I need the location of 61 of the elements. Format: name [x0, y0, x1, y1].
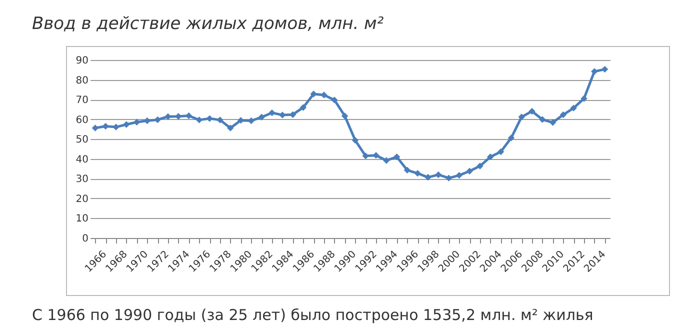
point: [164, 113, 172, 120]
point: [591, 68, 598, 75]
y-tick-label: 70: [76, 95, 88, 106]
point: [508, 134, 515, 142]
point: [216, 116, 224, 124]
point: [133, 118, 140, 126]
point: [237, 116, 244, 124]
point: [258, 114, 265, 121]
point: [102, 122, 109, 130]
point: [466, 168, 473, 175]
point: [185, 112, 192, 120]
point: [300, 104, 307, 111]
point: [580, 95, 588, 102]
point: [601, 66, 608, 73]
chart-title: Ввод в действие жилых домов, млн. м²: [32, 14, 384, 34]
point: [206, 115, 213, 122]
point: [92, 124, 99, 132]
point: [175, 113, 182, 120]
point: [112, 124, 120, 130]
point: [435, 171, 442, 178]
point: [560, 111, 567, 118]
point: [310, 90, 317, 98]
y-tick-label: 30: [76, 174, 88, 186]
point: [227, 124, 234, 132]
y-tick-label: 20: [76, 194, 88, 205]
point: [476, 162, 484, 170]
point: [279, 112, 286, 118]
point: [362, 152, 369, 160]
point: [549, 119, 556, 126]
point: [424, 174, 432, 181]
point: [196, 116, 203, 124]
y-tick-label: 80: [76, 75, 88, 86]
y-tick-label: 90: [76, 56, 88, 66]
point: [144, 117, 151, 124]
point: [456, 172, 463, 179]
point: [341, 112, 348, 120]
point: [393, 154, 400, 160]
y-tick-label: 60: [76, 114, 88, 126]
point: [539, 116, 546, 123]
point: [248, 117, 255, 124]
point: [497, 148, 504, 156]
point: [154, 116, 161, 124]
y-tick-label: 10: [76, 214, 88, 225]
point: [331, 96, 338, 104]
y-tick-label: 40: [76, 154, 88, 166]
point: [445, 174, 452, 182]
point: [320, 92, 328, 98]
point: [570, 104, 577, 112]
point: [352, 136, 359, 144]
point: [487, 154, 494, 160]
point: [528, 108, 536, 115]
point: [404, 166, 411, 174]
point: [383, 157, 390, 164]
point: [123, 121, 130, 128]
point: [414, 170, 421, 177]
y-tick-label: 0: [82, 234, 88, 244]
text: С 1966 по 1990 годы (за 25 лет) было построено 1535,2 млн. м² жилья: [32, 306, 594, 324]
y-tick-label: 50: [76, 134, 88, 146]
point: [518, 114, 525, 120]
point: [268, 109, 276, 116]
point: [372, 152, 380, 159]
